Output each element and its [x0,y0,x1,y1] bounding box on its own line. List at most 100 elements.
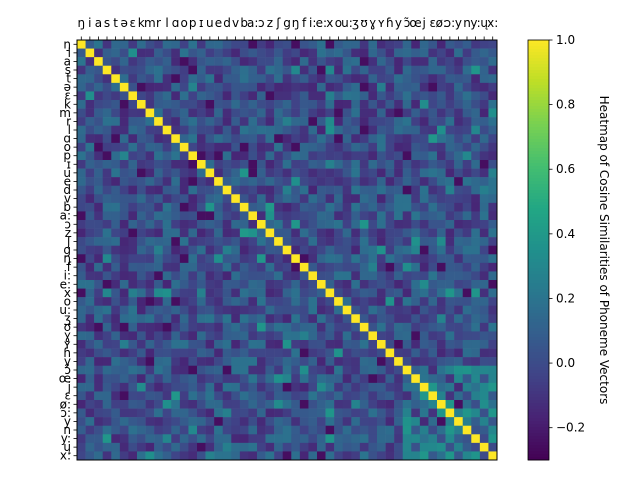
y-tick-label: ɣ [64,329,71,343]
heatmap-cell [291,417,301,427]
heatmap-cell [265,228,275,238]
heatmap-cell [77,134,86,144]
heatmap-cell [111,322,121,332]
heatmap-cell [411,48,421,58]
heatmap-cell [325,365,335,375]
heatmap-cell [411,357,421,367]
heatmap-cell [437,357,446,367]
heatmap-cell [462,142,472,152]
heatmap-cell [402,391,412,401]
y-tick-label: e [64,174,71,188]
heatmap-cell [214,40,224,49]
heatmap-cell [308,280,318,289]
heatmap-cell [411,331,421,341]
heatmap-cell [299,305,309,315]
colorbar-tick-label: 1.0 [556,33,575,47]
heatmap-cell [462,168,472,178]
heatmap-cell [402,382,412,392]
heatmap-cell [308,82,318,92]
heatmap-cell [94,417,104,427]
heatmap-cell [188,220,198,229]
heatmap-cell [111,451,121,461]
heatmap-cell [265,331,275,341]
heatmap-cell [179,314,189,324]
heatmap-cell [368,228,378,238]
heatmap-cell [299,160,309,169]
heatmap-cell [445,245,455,255]
heatmap-cell [454,125,464,135]
heatmap-cell [128,408,138,418]
heatmap-cell [239,91,249,101]
heatmap-cell [197,211,206,221]
heatmap-cell [145,160,155,169]
heatmap-cell [419,142,429,152]
heatmap-cell [231,40,241,49]
heatmap-cell [257,374,266,384]
heatmap-cell [334,82,344,92]
heatmap-cell [411,297,421,307]
heatmap-cell [102,434,112,444]
heatmap-cell [488,57,498,67]
heatmap-cell [162,40,172,49]
heatmap-cell [402,288,412,298]
heatmap-cell [222,382,232,392]
heatmap-cell [179,305,189,315]
heatmap-cell [394,237,404,247]
heatmap-cell [179,125,189,135]
heatmap-cell [179,271,189,281]
heatmap-cell [257,40,266,49]
heatmap-cell [325,451,335,461]
heatmap-cell [239,288,249,298]
heatmap-cell [102,117,112,127]
heatmap-cell [282,74,292,84]
heatmap-cell [162,400,172,409]
heatmap-cell [154,228,164,238]
heatmap-cell [162,168,172,178]
heatmap-cell [479,442,489,452]
heatmap-cell [325,82,335,92]
heatmap-cell [471,391,481,401]
heatmap-cell [77,57,86,67]
heatmap-cell [299,177,309,187]
heatmap-cell [428,382,438,392]
heatmap-cell [445,280,455,289]
heatmap-cell [231,125,241,135]
heatmap-cell [411,134,421,144]
heatmap-cell [188,365,198,375]
colorbar-segment [528,376,549,380]
heatmap-cell [308,314,318,324]
heatmap-cell [77,434,86,444]
heatmap-cell [282,168,292,178]
heatmap-cell [342,134,352,144]
heatmap-cell [85,142,95,152]
heatmap-cell [368,82,378,92]
heatmap-cell [77,185,86,195]
heatmap-cell [85,202,95,212]
heatmap-cell [334,194,344,204]
heatmap-cell [205,340,215,349]
x-tick-label: s [104,16,110,30]
heatmap-cell [77,391,86,401]
heatmap-cell [282,91,292,101]
heatmap-cell [257,65,266,75]
heatmap-cell [308,340,318,349]
heatmap-cell [428,348,438,358]
heatmap-cell [85,151,95,161]
heatmap-cell [274,82,284,92]
heatmap-cell [257,425,266,435]
colorbar-segment [528,406,549,410]
heatmap-cell [299,357,309,367]
heatmap-cell [239,82,249,92]
heatmap-cell [317,271,326,281]
heatmap-cell [128,168,138,178]
heatmap-cell [94,160,104,169]
heatmap-cell [359,280,369,289]
heatmap-cell [77,108,86,118]
heatmap-cell [171,168,181,178]
heatmap-cell [248,211,258,221]
heatmap-cell [402,125,412,135]
heatmap-cell [111,74,121,84]
heatmap-cell [282,417,292,427]
heatmap-cell [188,134,198,144]
heatmap-cell [334,168,344,178]
